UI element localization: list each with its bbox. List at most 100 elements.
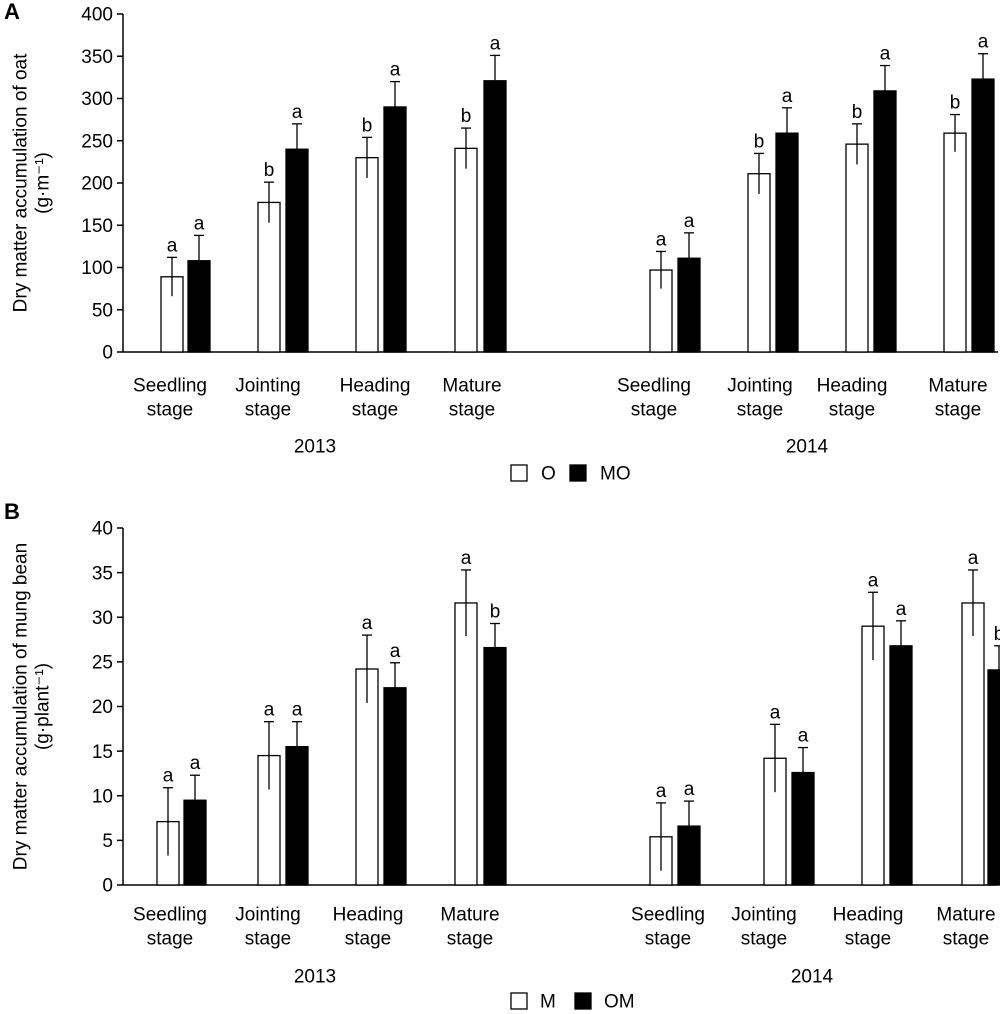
legend-swatch-om [574,992,592,1010]
category-label: Jointing [731,905,797,926]
category-label: Seedling [133,376,207,397]
bar-m [454,602,478,886]
y-tick-label: 400 [81,5,113,26]
bar-o [747,173,771,353]
significance-letter: a [292,700,303,721]
significance-letter: a [390,60,401,81]
significance-letter: a [390,641,401,662]
significance-letter: a [264,700,275,721]
significance-letter: a [770,702,781,723]
category-label: Mature [440,905,499,926]
significance-letter: b [490,601,501,622]
significance-letter: b [461,106,472,127]
bar-mo [971,78,995,353]
legend-swatch-m [510,992,528,1010]
category-label-line2: stage [631,400,677,421]
group-year-label: 2013 [294,967,336,988]
significance-letter: b [362,115,373,136]
category-label-line2: stage [943,929,989,950]
category-label: Jointing [727,376,793,397]
significance-letter: a [880,44,891,65]
bar-mo [483,80,507,353]
significance-letter: a [782,86,793,107]
y-tick-label: 25 [92,653,113,674]
y-tick-label: 15 [92,742,113,763]
category-label: Heading [333,905,404,926]
bar-om [483,646,507,886]
significance-letter: b [950,93,961,114]
significance-letter: a [968,548,979,569]
y-axis-label: Dry matter accumulation of oat [11,53,32,312]
bar-mo [873,90,897,353]
bar-mo [285,148,309,353]
category-label-line2: stage [352,400,398,421]
category-label: Heading [340,376,411,397]
group-year-label: 2013 [294,437,336,458]
category-label: Mature [442,376,501,397]
significance-letter: b [994,624,1000,645]
y-axis-unit-label: (g·m⁻¹) [33,152,54,214]
significance-letter: a [656,229,667,250]
group-year-label: 2014 [791,967,834,988]
significance-letter: a [656,781,667,802]
bar-o [454,147,478,353]
bar-o [845,143,869,353]
significance-letter: a [190,753,201,774]
category-label: Heading [833,905,904,926]
category-label-line2: stage [645,929,691,950]
bar-om [987,669,1000,886]
legend-label: O [541,464,556,485]
category-label-line2: stage [737,400,783,421]
y-tick-label: 10 [92,786,113,807]
significance-letter: b [852,102,863,123]
category-label: Heading [817,376,888,397]
significance-letter: a [684,779,695,800]
significance-letter: a [194,213,205,234]
significance-letter: b [264,160,275,181]
y-tick-label: 300 [81,89,113,110]
y-tick-label: 200 [81,174,113,195]
category-label-line2: stage [449,400,495,421]
category-label-line2: stage [245,400,291,421]
category-label-line2: stage [741,929,787,950]
significance-letter: a [684,211,695,232]
y-tick-label: 20 [92,697,113,718]
legend-label: MO [600,464,631,485]
panel-label: B [4,499,20,524]
significance-letter: a [896,599,907,620]
legend-label: OM [604,992,635,1013]
significance-letter: a [868,570,879,591]
bar-o [355,156,379,353]
legend-swatch-mo [569,464,587,482]
significance-letter: b [754,131,765,152]
category-label-line2: stage [845,929,891,950]
significance-letter: a [163,766,174,787]
significance-letter: a [978,32,989,53]
panel-b-mung-bean: B Dry matter accumulation of mung bean (g·… [4,499,1000,1013]
category-label-line2: stage [345,929,391,950]
category-label: Jointing [235,905,301,926]
category-label: Seedling [631,905,705,926]
bar-o [943,132,967,353]
category-label: Jointing [235,376,301,397]
significance-letter: a [798,726,809,747]
significance-letter: a [292,102,303,123]
bar-mo [775,132,799,353]
y-tick-label: 100 [81,258,113,279]
y-tick-label: 40 [92,519,113,540]
bar-m [961,602,985,886]
category-label-line2: stage [147,400,193,421]
y-tick-label: 35 [92,563,113,584]
panel-a-oat: A Dry matter accumulation of oat (g·m⁻¹) 0 5… [4,0,998,485]
category-label: Seedling [133,905,207,926]
y-tick-label: 250 [81,131,113,152]
category-label-line2: stage [147,929,193,950]
category-label: Seedling [617,376,691,397]
category-label-line2: stage [829,400,875,421]
significance-letter: a [461,548,472,569]
y-tick-label: 5 [102,831,113,852]
bar-om [889,645,913,886]
significance-letter: a [362,613,373,634]
y-tick-label: 50 [92,300,113,321]
